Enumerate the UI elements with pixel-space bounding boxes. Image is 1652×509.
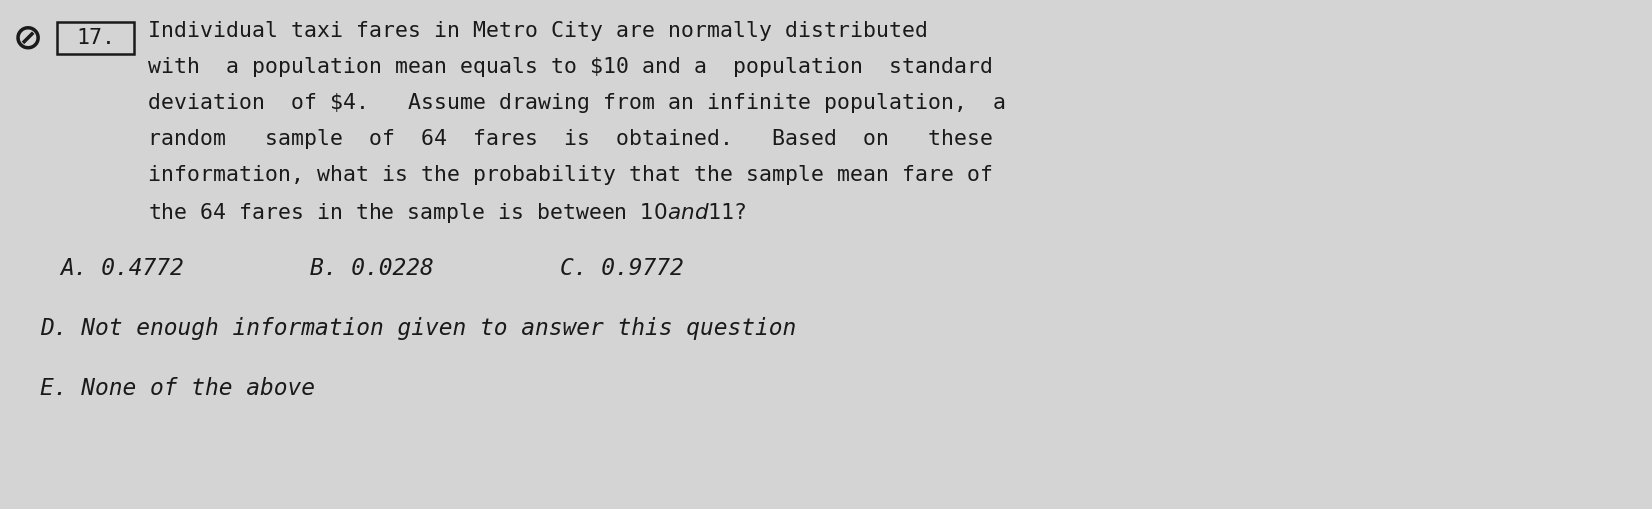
Text: information, what is the probability that the sample mean fare of: information, what is the probability tha… xyxy=(149,165,993,185)
Text: with  a population mean equals to $10 and a  population  standard: with a population mean equals to $10 and… xyxy=(149,57,993,77)
Text: C. 0.9772: C. 0.9772 xyxy=(560,257,684,280)
Text: the 64 fares in the sample is between $10 and $11?: the 64 fares in the sample is between $1… xyxy=(149,201,747,225)
Text: 17.: 17. xyxy=(76,28,116,48)
Text: A. 0.4772: A. 0.4772 xyxy=(59,257,183,280)
Text: deviation  of $4.   Assume drawing from an infinite population,  a: deviation of $4. Assume drawing from an … xyxy=(149,93,1006,113)
Text: random   sample  of  64  fares  is  obtained.   Based  on   these: random sample of 64 fares is obtained. B… xyxy=(149,129,993,149)
Text: ⊘: ⊘ xyxy=(13,21,43,55)
Text: B. 0.0228: B. 0.0228 xyxy=(311,257,434,280)
Text: D. Not enough information given to answer this question: D. Not enough information given to answe… xyxy=(40,317,796,340)
Text: Individual taxi fares in Metro City are normally distributed: Individual taxi fares in Metro City are … xyxy=(149,21,928,41)
Text: E. None of the above: E. None of the above xyxy=(40,377,316,400)
